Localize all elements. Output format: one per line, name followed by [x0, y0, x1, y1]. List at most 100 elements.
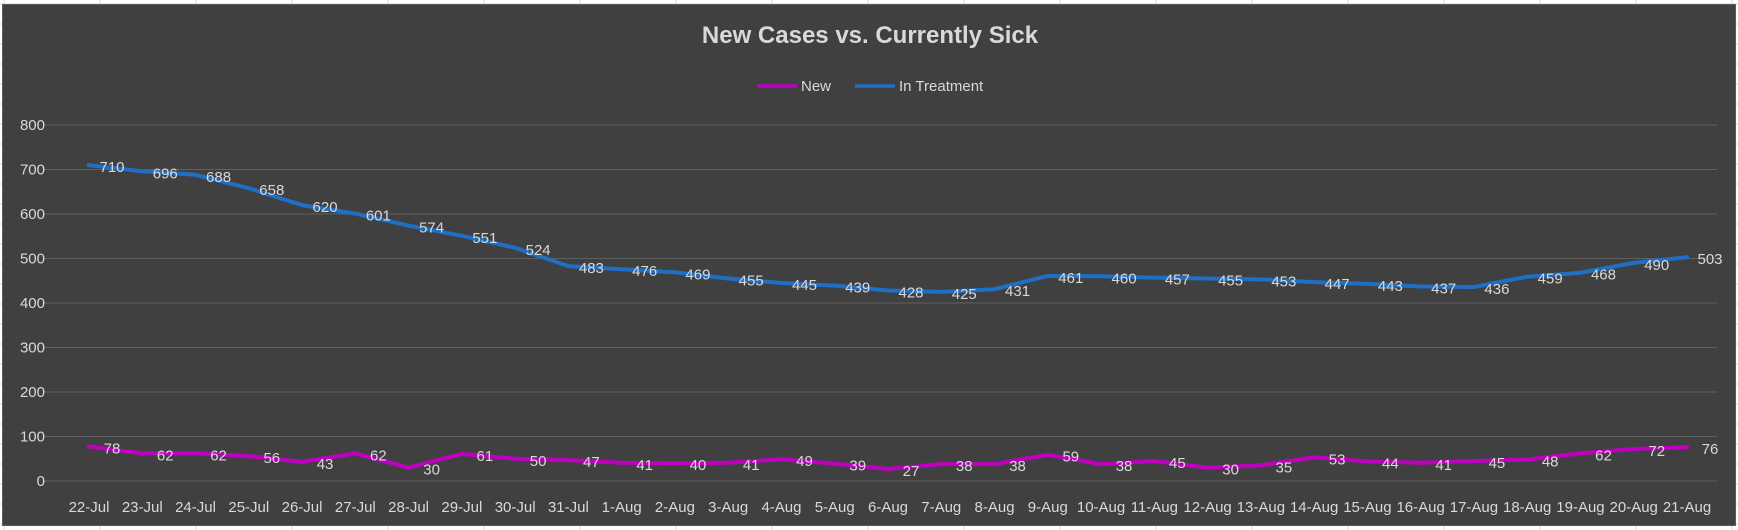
data-point — [406, 223, 411, 228]
data-point — [619, 267, 624, 272]
data-label: 78 — [104, 440, 121, 457]
legend-item[interactable]: In Treatment — [855, 78, 984, 95]
data-point — [726, 276, 731, 281]
y-tick-label: 0 — [37, 473, 45, 490]
data-point — [1578, 451, 1583, 456]
data-point — [779, 280, 784, 285]
data-label: 61 — [477, 448, 494, 465]
data-label: 443 — [1378, 278, 1403, 295]
y-tick-label: 800 — [20, 117, 45, 134]
data-point — [886, 288, 890, 293]
data-point — [87, 444, 91, 449]
data-point — [886, 466, 890, 471]
data-label: 62 — [370, 447, 387, 464]
legend-item[interactable]: New — [757, 78, 831, 95]
x-tick-label: 10-Aug — [1077, 499, 1125, 516]
data-point — [1152, 275, 1157, 280]
y-tick-label: 200 — [20, 384, 45, 401]
data-label: 76 — [1702, 441, 1719, 458]
x-tick-label: 13-Aug — [1237, 499, 1285, 516]
x-tick-label: 18-Aug — [1503, 499, 1551, 516]
data-point — [193, 172, 198, 177]
x-tick-label: 3-Aug — [708, 499, 748, 516]
x-tick-label: 19-Aug — [1556, 499, 1604, 516]
data-label: 455 — [1218, 273, 1243, 290]
x-tick-label: 5-Aug — [815, 499, 855, 516]
data-label: 447 — [1325, 276, 1350, 293]
data-label: 45 — [1169, 455, 1186, 472]
data-label: 461 — [1058, 270, 1083, 287]
data-point — [513, 245, 518, 250]
data-point — [300, 203, 305, 208]
legend-label: In Treatment — [899, 78, 984, 95]
data-point — [672, 461, 677, 466]
data-label: 431 — [1005, 283, 1030, 300]
series-in-treatment[interactable]: 710 696 688 658 620 601 574 551 524 483 476 469 455 4… — [87, 159, 1723, 303]
data-point — [1365, 459, 1370, 464]
data-point — [939, 289, 944, 294]
legend[interactable]: New In Treatment — [757, 78, 984, 95]
data-point — [1685, 255, 1689, 260]
data-point — [1418, 284, 1423, 289]
x-tick-label: 23-Jul — [122, 499, 163, 516]
data-point — [1525, 457, 1530, 462]
y-tick-label: 500 — [20, 251, 45, 268]
x-tick-label: 31-Jul — [548, 499, 589, 516]
data-point — [1205, 465, 1210, 470]
data-label: 436 — [1484, 281, 1509, 298]
x-tick-label: 22-Jul — [69, 499, 110, 516]
data-point — [1631, 446, 1636, 451]
x-tick-label: 26-Jul — [282, 499, 323, 516]
data-point — [353, 211, 358, 216]
x-tick-label: 4-Aug — [761, 499, 801, 516]
y-tick-label: 300 — [20, 340, 45, 357]
data-point — [832, 461, 837, 466]
chart-title: New Cases vs. Currently Sick — [702, 22, 1039, 49]
gridlines — [43, 124, 1717, 482]
x-tick-label: 21-Aug — [1663, 499, 1711, 516]
data-point — [1152, 458, 1157, 463]
data-label: 35 — [1276, 459, 1293, 476]
line-chart: New Cases vs. Currently Sick New In Treat… — [20, 22, 1723, 516]
data-label: 551 — [472, 230, 497, 247]
data-point — [1471, 458, 1476, 463]
x-tick-label: 1-Aug — [602, 499, 642, 516]
data-label: 658 — [259, 182, 284, 199]
data-point — [1099, 462, 1104, 467]
data-point — [1099, 274, 1104, 279]
x-tick-label: 29-Jul — [441, 499, 482, 516]
data-point — [672, 270, 677, 275]
legend-label: New — [801, 78, 831, 95]
data-label: 439 — [845, 280, 870, 297]
data-label: 688 — [206, 169, 231, 186]
data-point — [1258, 463, 1263, 468]
data-point — [140, 451, 145, 456]
data-label: 62 — [157, 447, 174, 464]
data-label: 47 — [583, 454, 600, 471]
data-point — [566, 264, 571, 269]
data-point — [193, 451, 198, 456]
x-tick-label: 20-Aug — [1610, 499, 1658, 516]
data-point — [832, 283, 837, 288]
data-point — [513, 456, 518, 461]
data-label: 41 — [636, 457, 653, 474]
data-point — [1258, 277, 1263, 282]
chart-area[interactable]: New Cases vs. Currently Sick New In Treat… — [2, 4, 1736, 526]
x-tick-label: 16-Aug — [1396, 499, 1444, 516]
y-tick-label: 100 — [20, 429, 45, 446]
y-tick-label: 700 — [20, 162, 45, 179]
plot-area: 78 62 62 56 43 62 30 61 50 47 41 40 41 49 39 27 38 38 59 38… — [87, 159, 1723, 480]
data-label: 72 — [1648, 443, 1665, 460]
data-label: 38 — [1116, 458, 1133, 475]
data-point — [1525, 274, 1530, 279]
data-label: 428 — [898, 285, 923, 302]
data-point — [246, 186, 251, 191]
data-label: 445 — [792, 277, 817, 294]
data-label: 44 — [1382, 455, 1399, 472]
data-point — [619, 460, 624, 465]
x-tick-label: 11-Aug — [1131, 499, 1178, 516]
data-point — [406, 465, 411, 470]
series-new[interactable]: 78 62 62 56 43 62 30 61 50 47 41 40 41 49 39 27 38 38 59 38… — [87, 440, 1718, 480]
data-label: 27 — [903, 463, 920, 480]
data-label: 53 — [1329, 451, 1346, 468]
